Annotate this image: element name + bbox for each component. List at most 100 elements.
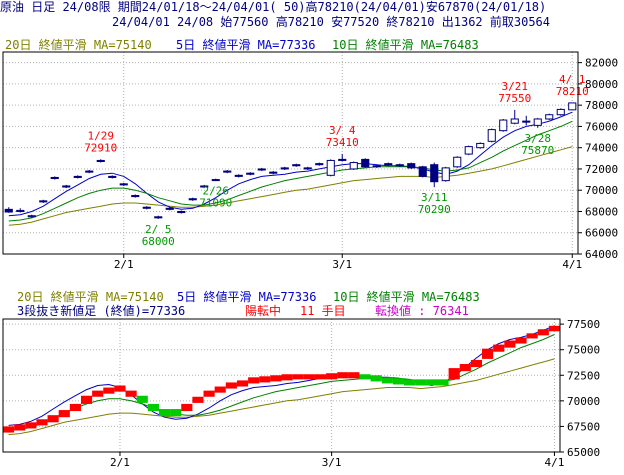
candle-body <box>16 209 25 212</box>
candle-body <box>131 195 140 198</box>
candle-body <box>499 119 508 132</box>
brick <box>47 415 59 423</box>
legend-bottom-ma20: 20日 終値平滑 MA=75140 <box>17 290 164 304</box>
brick <box>337 372 349 379</box>
candle-body <box>292 164 301 167</box>
brick <box>515 337 527 344</box>
ma-line <box>8 120 573 222</box>
candle-body <box>39 200 48 203</box>
candle-body <box>533 118 542 126</box>
brick <box>415 379 427 386</box>
brick <box>259 376 271 383</box>
candle-body <box>510 118 519 124</box>
candle-body <box>545 114 554 120</box>
bottom-axis: 65000 67500 70000 72500 75000 77500 2/1 3/1 4/1 <box>2 318 600 469</box>
annotation-value: 73410 <box>326 136 359 149</box>
candle-body <box>407 163 416 169</box>
annotation-value: 72910 <box>84 141 117 154</box>
y-tick-label: 70000 <box>585 184 618 197</box>
candle-body <box>280 167 289 170</box>
annotation-value: 70290 <box>418 203 451 216</box>
candle-body <box>384 163 393 166</box>
brick <box>158 409 171 417</box>
header-line-2: 24/04/01 24/08 始77560 高78210 安77520 終782… <box>112 15 551 29</box>
brick <box>114 385 126 392</box>
brick <box>236 380 249 387</box>
y-tick-label: 82000 <box>585 57 618 70</box>
top-moving-averages <box>8 111 573 226</box>
brick <box>292 374 304 380</box>
candle-body <box>372 165 381 168</box>
bottom-gridlines <box>3 319 560 452</box>
candle-body <box>211 179 220 182</box>
top-candles <box>4 102 577 219</box>
y-tick-label: 66000 <box>585 227 618 240</box>
candle-body <box>487 129 496 142</box>
candle-body <box>188 198 197 201</box>
legend-bottom-ma10: 10日 終値平滑 MA=76483 <box>333 290 480 304</box>
legend-phase: 陽転中 <box>245 304 282 318</box>
brick <box>437 379 449 386</box>
ma-line <box>8 334 555 431</box>
brick <box>214 386 226 393</box>
annotation-value: 75870 <box>521 144 554 157</box>
candle-body <box>361 158 370 168</box>
candle-body <box>234 174 243 177</box>
candle-body <box>476 142 485 149</box>
candle-body <box>142 206 151 209</box>
brick <box>426 379 438 386</box>
annotation-value: 71090 <box>199 197 232 210</box>
brick <box>482 348 494 359</box>
candle-body <box>108 175 117 178</box>
annotation-value: 68000 <box>142 235 175 248</box>
brick <box>348 372 360 379</box>
brick <box>92 390 104 397</box>
candle-body <box>326 159 335 176</box>
candle-body <box>27 215 36 218</box>
x-tick-label: 2/1 <box>114 258 134 271</box>
candle-body <box>96 159 105 163</box>
brick <box>459 364 471 372</box>
plot-frame <box>2 51 579 255</box>
brick <box>493 344 505 352</box>
annotation-value: 78210 <box>556 85 589 98</box>
brick <box>203 390 215 397</box>
brick <box>448 368 460 380</box>
y-tick-label: 78000 <box>585 99 618 112</box>
annotation-date: 2/ 5 <box>145 223 172 236</box>
legend-reversal: 転換値 : 76341 <box>375 304 469 318</box>
candle-body <box>418 166 427 177</box>
x-tick-label: 3/1 <box>332 258 352 271</box>
candle-body <box>338 158 347 161</box>
annotation-date: 3/21 <box>502 80 529 93</box>
brick <box>381 377 393 384</box>
brick <box>125 390 137 397</box>
candle-body <box>154 216 163 219</box>
annotation-date: 4/ 1 <box>559 73 586 86</box>
legend-count: 11 手目 <box>300 304 346 318</box>
y-tick-label: 70000 <box>567 395 600 408</box>
brick <box>314 374 327 380</box>
y-tick-label: 64000 <box>585 248 618 261</box>
brick <box>392 378 405 385</box>
y-tick-label: 76000 <box>585 120 618 133</box>
brick <box>303 374 315 380</box>
annotation-date: 3/ 4 <box>329 124 356 137</box>
brick <box>548 325 560 332</box>
brick <box>25 422 37 429</box>
candle-body <box>119 183 128 186</box>
candle-body <box>50 176 59 180</box>
candle-body <box>568 102 577 111</box>
brick <box>248 377 260 384</box>
brick <box>58 410 70 418</box>
ma-line <box>8 358 555 436</box>
candle-body <box>177 210 186 214</box>
brick <box>537 329 549 336</box>
candle-body <box>73 175 82 178</box>
candle-body <box>453 156 462 168</box>
y-tick-label: 75000 <box>567 344 600 357</box>
candle-body <box>269 171 278 174</box>
brick <box>80 395 93 404</box>
